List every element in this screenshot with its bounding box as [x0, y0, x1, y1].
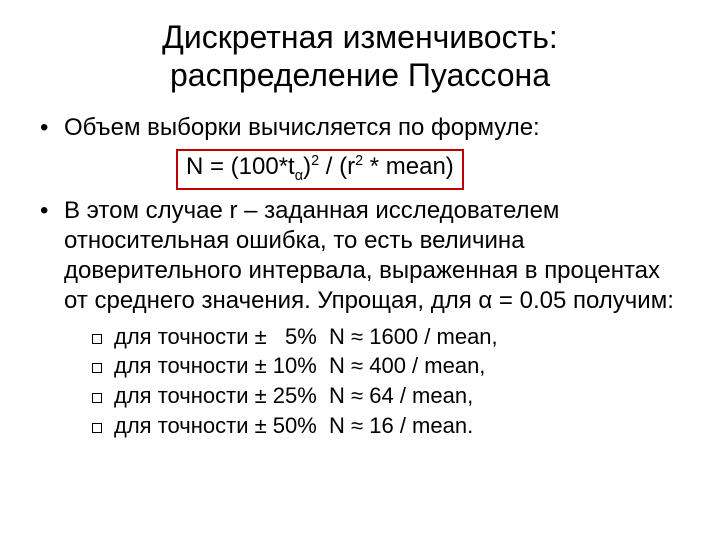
bullet-item-2: В этом случае r – заданная исследователе… — [36, 196, 684, 441]
bullet-1-text: Объем выборки вычисляется по формуле: — [64, 114, 540, 141]
slide-body: Объем выборки вычисляется по формуле: N … — [36, 113, 684, 441]
title-line-1: Дискретная изменчивость: — [162, 19, 558, 55]
formula-after-sub: ) — [303, 153, 311, 180]
sub-item-1: для точности ± 5% N ≈ 1600 / mean, — [92, 322, 684, 352]
bullet-list-2: В этом случае r – заданная исследователе… — [36, 196, 684, 441]
bullet-list: Объем выборки вычисляется по формуле: — [36, 113, 684, 143]
sub-item-4: для точности ± 50% N ≈ 16 / mean. — [92, 411, 684, 441]
formula-sup1: 2 — [311, 153, 319, 169]
bullet-item-1: Объем выборки вычисляется по формуле: — [36, 113, 684, 143]
sub-item-3: для точности ± 25% N ≈ 64 / mean, — [92, 381, 684, 411]
title-line-2: распределение Пуассона — [170, 57, 550, 93]
slide-title: Дискретная изменчивость: распределение П… — [36, 18, 684, 95]
formula-suffix: * mean) — [363, 153, 454, 180]
formula-sup2: 2 — [355, 153, 363, 169]
bullet-2-text: В этом случае r – заданная исследователе… — [64, 197, 674, 314]
formula-sub: α — [295, 168, 303, 184]
sub-item-2: для точности ± 10% N ≈ 400 / mean, — [92, 351, 684, 381]
formula-row: N = (100*tα)2 / (r2 * mean) — [36, 149, 684, 190]
formula-box: N = (100*tα)2 / (r2 * mean) — [176, 149, 464, 190]
formula-prefix: N = (100*t — [186, 153, 295, 180]
formula-mid: / (r — [319, 153, 355, 180]
sub-list: для точности ± 5% N ≈ 1600 / mean, для т… — [64, 322, 684, 441]
slide: Дискретная изменчивость: распределение П… — [0, 0, 720, 540]
